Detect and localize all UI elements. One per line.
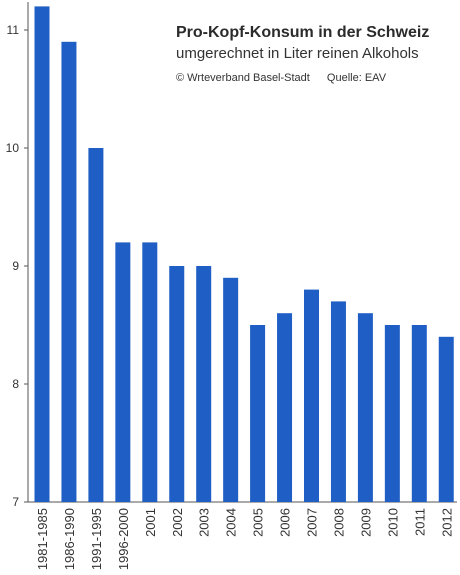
x-tick-label: 2010 bbox=[385, 508, 400, 537]
x-tick-label: 2012 bbox=[439, 508, 454, 537]
x-tick-label: 1991-1995 bbox=[89, 508, 104, 570]
chart-credits: © Wrteverband Basel-Stadt Quelle: EAV bbox=[176, 72, 458, 84]
x-tick-label: 2006 bbox=[278, 508, 293, 537]
chart-title: Pro-Kopf-Konsum in der Schweiz bbox=[176, 24, 430, 41]
x-tick-label: 2007 bbox=[305, 508, 320, 537]
x-tick-label: 2003 bbox=[197, 508, 212, 537]
bar bbox=[384, 325, 400, 502]
bar bbox=[169, 266, 185, 502]
bar bbox=[115, 242, 131, 502]
x-tick-label: 2009 bbox=[358, 508, 373, 537]
source-text: Quelle: EAV bbox=[326, 72, 387, 84]
x-tick-label: 2004 bbox=[224, 508, 239, 537]
bar bbox=[357, 313, 373, 502]
bar bbox=[250, 325, 266, 502]
x-tick-label: 2002 bbox=[170, 508, 185, 537]
y-tick-label: 9 bbox=[12, 259, 19, 273]
copyright-text: © Wrteverband Basel-Stadt bbox=[176, 72, 310, 84]
chart-subtitle: umgerechnet in Liter reinen Alkohols bbox=[176, 45, 419, 62]
x-tick-label: 2008 bbox=[331, 508, 346, 537]
bar bbox=[34, 6, 50, 503]
x-tick-label: 2005 bbox=[251, 508, 266, 537]
x-tick-label: 2011 bbox=[412, 508, 427, 536]
bar bbox=[330, 301, 346, 502]
y-tick-label: 11 bbox=[7, 23, 20, 37]
bar bbox=[61, 41, 77, 503]
y-tick-label: 8 bbox=[12, 377, 19, 391]
bar bbox=[88, 148, 104, 502]
x-tick-label: 1986-1990 bbox=[62, 508, 77, 570]
bar bbox=[304, 289, 319, 502]
bar bbox=[142, 242, 158, 502]
y-tick-label: 7 bbox=[12, 495, 19, 509]
bar bbox=[277, 313, 293, 502]
x-tick-label: 1996-2000 bbox=[116, 508, 131, 570]
y-tick-label: 10 bbox=[6, 141, 20, 155]
bar bbox=[223, 277, 239, 502]
chart-header: Pro-Kopf-Konsum in der Schweiz umgerechn… bbox=[176, 24, 458, 84]
bar bbox=[411, 325, 427, 502]
x-tick-label: 2001 bbox=[143, 508, 158, 537]
x-tick-label: 1981-1985 bbox=[35, 508, 50, 570]
bar bbox=[196, 266, 212, 502]
bar bbox=[438, 336, 454, 502]
